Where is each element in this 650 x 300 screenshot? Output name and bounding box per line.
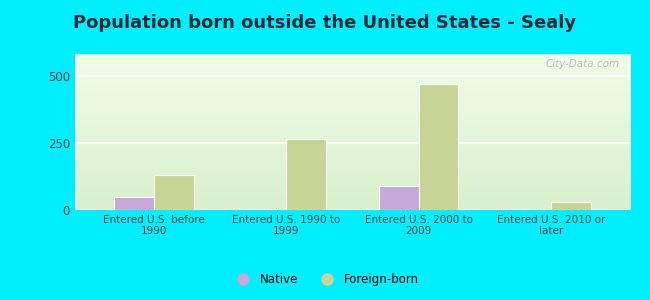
Bar: [419, 84, 458, 210]
Bar: [114, 196, 154, 210]
Text: City-Data.com: City-Data.com: [545, 59, 619, 69]
Legend: Native, Foreign-born: Native, Foreign-born: [226, 269, 424, 291]
Bar: [287, 139, 326, 210]
Bar: [379, 186, 419, 210]
Text: Population born outside the United States - Sealy: Population born outside the United State…: [73, 14, 577, 32]
Bar: [551, 202, 591, 210]
Bar: [154, 175, 194, 210]
